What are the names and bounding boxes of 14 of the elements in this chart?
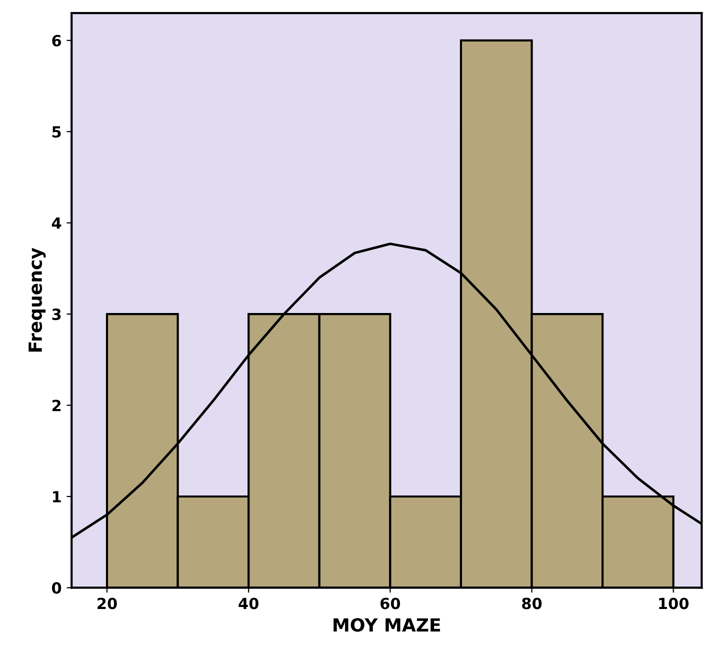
y-tick-label: 2 [52,400,61,412]
y-tick-label: 0 [52,582,62,594]
x-tick-label: 20 [98,598,117,610]
y-tick-label: 5 [52,126,61,138]
x-tick-label: 60 [380,598,400,610]
x-tick-label: 40 [238,598,258,610]
x-tick-label: 100 [659,598,689,610]
y-tick-label: 4 [52,218,62,229]
x-axis-title: MOY MAZE [334,618,440,632]
y-tick-label: 6 [52,34,62,46]
y-tick-label: 1 [52,491,61,502]
x-tick-label: 80 [522,598,542,610]
y-axis-title: Frequency [28,248,46,352]
y-tick-label: 3 [52,308,61,320]
